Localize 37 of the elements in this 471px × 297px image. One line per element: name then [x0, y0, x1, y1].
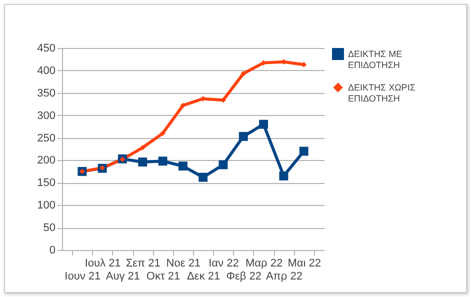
- x-tick-label: Αυγ 21: [106, 270, 140, 282]
- x-tick-label: Νοε 21: [166, 258, 201, 270]
- x-tick-label: Ιαν 22: [208, 258, 239, 270]
- point: [238, 132, 248, 141]
- point: [299, 146, 308, 156]
- y-tick-label: 150: [37, 177, 56, 190]
- x-tick-label: Απρ 22: [266, 270, 302, 282]
- y-tick-label: 450: [37, 42, 56, 54]
- y-tick-label: 50: [43, 222, 56, 234]
- point: [140, 144, 146, 150]
- legend-label: ΔΕΙΚΤΗΣ ΧΩΡΙΣ ΕΠΙΔΟΤΗΣΗ: [348, 82, 416, 104]
- y-tick-label: 400: [37, 64, 56, 77]
- point: [160, 130, 166, 136]
- point: [259, 120, 268, 129]
- x-tick-label: Οκτ 21: [146, 270, 180, 282]
- point: [178, 162, 188, 171]
- x-tick-label: Μαι 22: [288, 258, 321, 270]
- x-tick-label: Μαρ 22: [246, 258, 283, 270]
- y-tick-label: 200: [37, 154, 56, 167]
- point: [198, 172, 208, 182]
- point: [180, 102, 186, 108]
- point: [138, 158, 148, 166]
- x-tick-label: Ιουν 21: [64, 270, 101, 282]
- x-tick-label: Δεκ 21: [187, 270, 220, 282]
- x-tick-label: Φεβ 22: [226, 270, 262, 282]
- y-tick-label: 0: [49, 244, 56, 256]
- point: [218, 160, 228, 170]
- y-tick-label: 350: [37, 87, 56, 100]
- y-tick-label: 100: [37, 200, 56, 212]
- x-tick-label: Ιουλ 21: [84, 258, 121, 270]
- x-tick-label: Σεπ 21: [126, 258, 160, 270]
- point: [158, 156, 168, 166]
- point: [240, 70, 246, 76]
- legend-label: ΔΕΙΚΤΗΣ ΜΕ ΕΠΙΔΟΤΗΣΗ: [348, 49, 402, 70]
- y-tick-label: 300: [37, 110, 56, 122]
- point: [279, 171, 288, 180]
- y-tick-label: 250: [37, 132, 56, 144]
